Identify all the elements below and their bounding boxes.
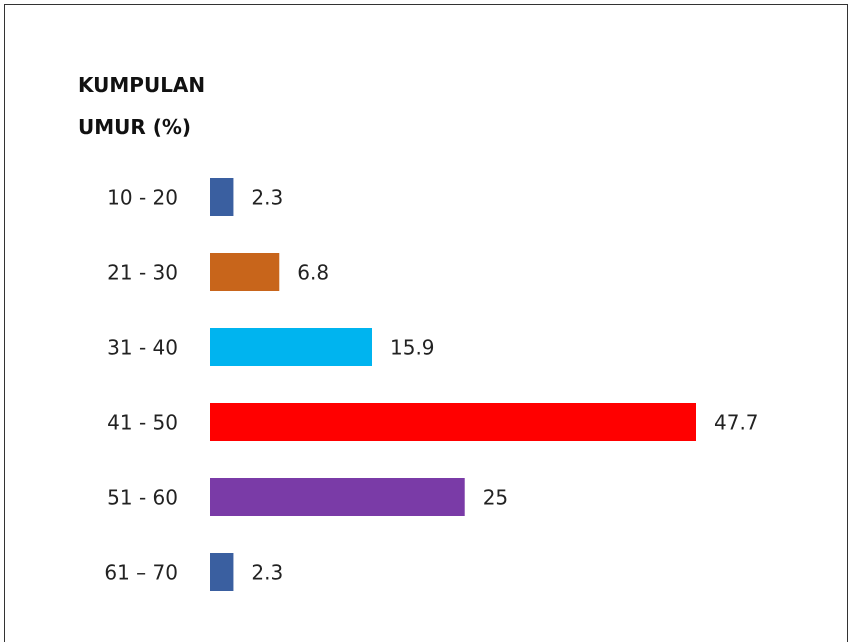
bar <box>210 253 280 291</box>
bar <box>210 328 372 366</box>
category-label: 51 - 60 <box>107 486 178 510</box>
bar <box>210 553 234 591</box>
value-label: 2.3 <box>251 561 283 585</box>
value-label: 25 <box>483 486 508 510</box>
frame <box>4 4 848 642</box>
value-label: 15.9 <box>390 336 435 360</box>
category-label: 31 - 40 <box>107 336 178 360</box>
category-label: 21 - 30 <box>107 261 178 285</box>
value-label: 6.8 <box>297 261 329 285</box>
value-label: 47.7 <box>714 411 759 435</box>
bar <box>210 178 234 216</box>
category-label: 61 – 70 <box>104 561 178 585</box>
bar <box>210 478 465 516</box>
category-label: 10 - 20 <box>107 186 178 210</box>
category-label: 41 - 50 <box>107 411 178 435</box>
value-label: 2.3 <box>251 186 283 210</box>
chart-title: KUMPULAN UMUR (%) <box>78 73 206 139</box>
bar <box>210 403 696 441</box>
